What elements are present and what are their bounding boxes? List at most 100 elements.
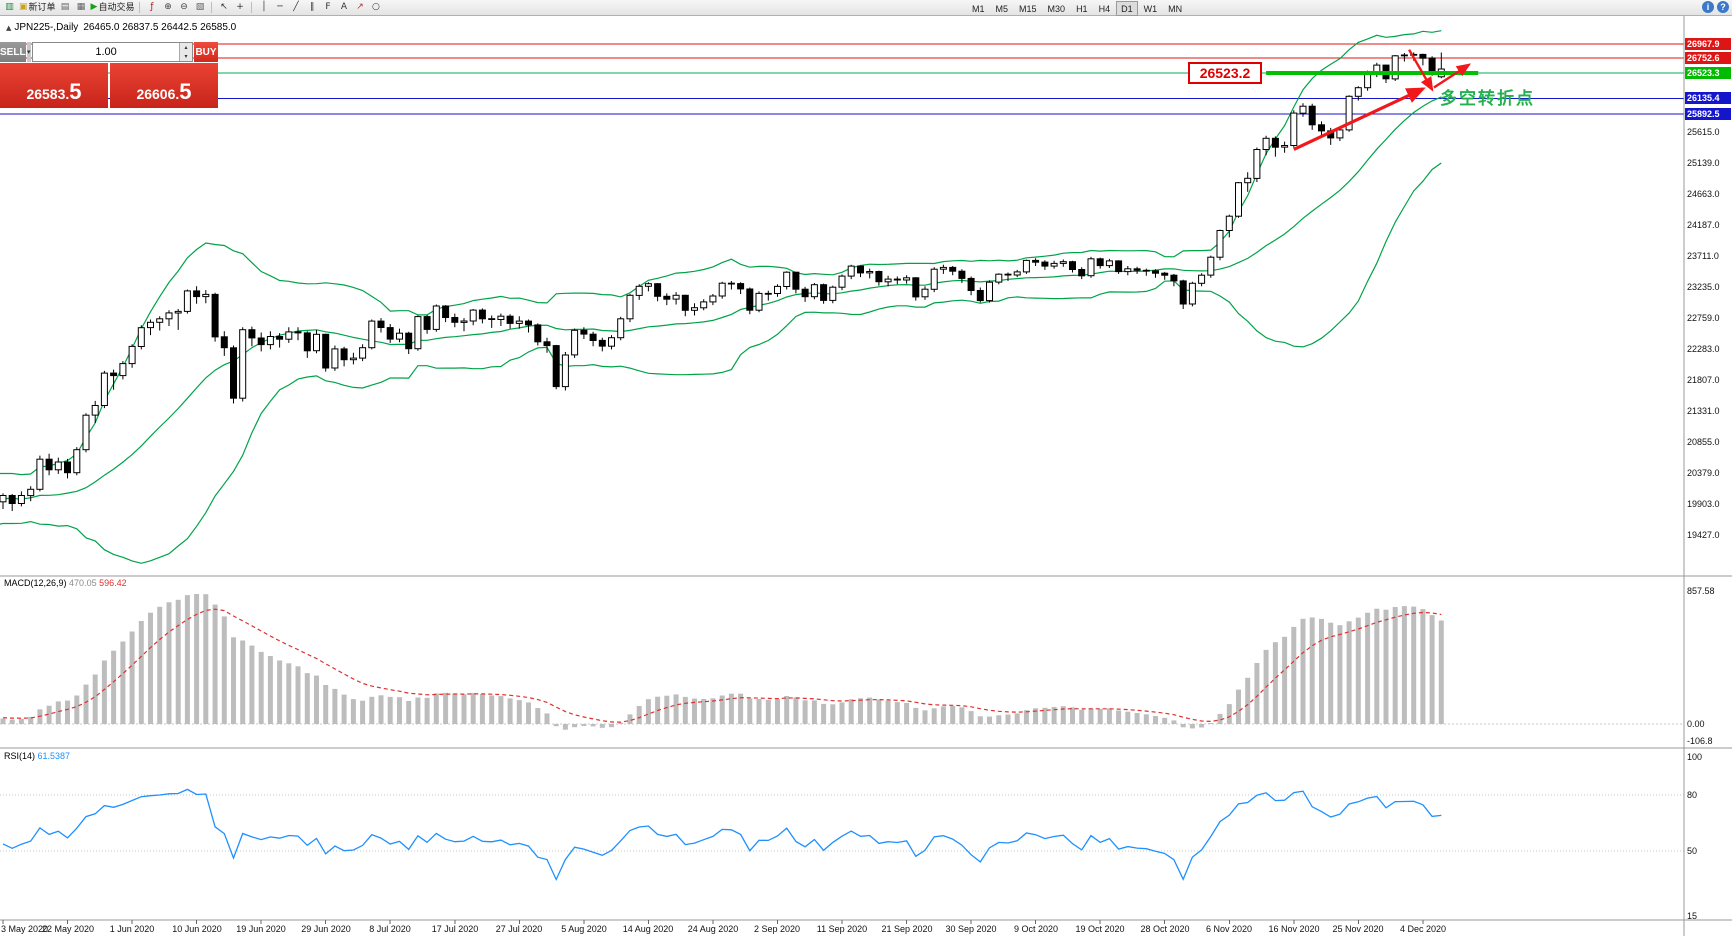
zoom-out-icon[interactable]: ⊖ [176, 1, 191, 14]
auto-trading-button-label: 自动交易 [98, 2, 135, 12]
price-scale-tag: 26752.6 [1685, 52, 1731, 64]
timeframe-m15-button[interactable]: M15 [1019, 3, 1037, 14]
panel-separators[interactable] [0, 16, 1732, 936]
date-axis-label: 9 Oct 2020 [1013, 924, 1059, 934]
fibonacci-icon: F [325, 2, 331, 12]
channel-icon[interactable]: ∥ [304, 1, 319, 14]
volume-up-button[interactable]: ▴ [180, 43, 193, 52]
buy-mode-button[interactable]: BUY [194, 42, 218, 62]
buy-price-button[interactable]: 26606. 5 [110, 63, 218, 108]
date-axis-label: 1 Jun 2020 [109, 924, 155, 934]
fibonacci-icon[interactable]: F [320, 1, 335, 14]
rsi-scale-label: 15 [1687, 911, 1698, 921]
chart-marker-icon: ▲ [6, 24, 12, 32]
date-axis-label: 3 May 2020 [1, 924, 49, 934]
new-order-button-label: 新订单 [28, 2, 56, 12]
vertical-line-icon[interactable]: │ [256, 1, 271, 14]
toolbar-left-group: ▥ ▣ 新订单 ▤ ▦ ▶ 自动交易 ƒ ⊕ ⊖ ▧ ↖ + │ ─ ╱ ∥ F A ↗ ○ [2, 1, 383, 14]
date-axis-label: 28 Oct 2020 [1140, 924, 1190, 934]
community-icon[interactable]: i [1702, 1, 1714, 13]
price-scale-label: 20379.0 [1687, 468, 1720, 478]
tile-windows-icon: ▧ [195, 2, 205, 12]
toolbar: ▥ ▣ 新订单 ▤ ▦ ▶ 自动交易 ƒ ⊕ ⊖ ▧ ↖ + │ ─ ╱ ∥ F A ↗ ○ M1 M5 M15 M30 H1 H… [0, 0, 1732, 16]
trend-arrows[interactable] [1293, 49, 1472, 151]
volume-spinner: ▴ ▾ [179, 43, 193, 61]
rsi-value: 61.5387 [37, 751, 71, 761]
date-axis-label: 10 Jun 2020 [172, 924, 222, 934]
price-scale-label: 20855.0 [1687, 437, 1720, 447]
zoom-in-icon: ⊕ [164, 2, 172, 12]
crosshair-icon[interactable]: + [232, 1, 247, 14]
channel-icon: ∥ [309, 2, 315, 12]
timeframe-m1-button[interactable]: M1 [972, 3, 985, 14]
trendline-icon: ╱ [293, 2, 299, 12]
volume-input[interactable] [33, 43, 180, 61]
tile-windows-icon[interactable]: ▧ [192, 1, 207, 14]
timeframe-d1-button[interactable]: D1 [1116, 1, 1138, 16]
chart-candlestick-icon[interactable]: ▥ [2, 1, 17, 14]
auto-trading-play-icon: ▶ [90, 2, 98, 12]
shapes-icon: ○ [372, 2, 380, 12]
timeframe-mn-button[interactable]: MN [1168, 3, 1183, 14]
date-axis-label: 6 Nov 2020 [1205, 924, 1253, 934]
sell-price-button[interactable]: 26583. 5 [0, 63, 108, 108]
timeframe-h4-button[interactable]: H4 [1098, 3, 1111, 14]
arrow-tool-icon[interactable]: ↗ [352, 1, 367, 14]
date-axis-label: 2 Sep 2020 [753, 924, 801, 934]
date-axis-label: 30 Sep 2020 [945, 924, 997, 934]
macd-main-value: 470.05 [69, 578, 97, 588]
price-scale-label: 23711.0 [1687, 251, 1719, 261]
volume-down-button[interactable]: ▾ [180, 52, 193, 61]
toolbar-separator [251, 2, 253, 13]
market-watch-icon[interactable]: ▦ [74, 1, 89, 14]
indicators-icon[interactable]: ƒ [144, 1, 159, 14]
date-axis-label: 25 Nov 2020 [1332, 924, 1384, 934]
level-price-label[interactable]: 26523.2 [1188, 62, 1262, 84]
cursor-icon[interactable]: ↖ [216, 1, 231, 14]
macd-scale-label: 857.58 [1687, 586, 1715, 596]
charts-window-icon[interactable]: ▤ [58, 1, 73, 14]
price-scale-label: 21807.0 [1687, 375, 1720, 385]
caret-down-icon[interactable]: ▾ [26, 42, 32, 62]
price-scale-label: 24663.0 [1687, 189, 1720, 199]
zoom-in-icon[interactable]: ⊕ [160, 1, 175, 14]
timeframe-w1-button[interactable]: W1 [1143, 3, 1158, 14]
turning-point-text[interactable]: 多空转折点 [1440, 89, 1535, 108]
new-order-button[interactable]: ▣ 新订单 [18, 1, 57, 14]
macd-scale-label: 0.00 [1687, 719, 1705, 729]
timeframe-h1-button[interactable]: H1 [1076, 3, 1088, 14]
date-axis-label: 21 Sep 2020 [881, 924, 933, 934]
volume-field: ▴ ▾ [32, 42, 194, 62]
help-icon[interactable]: ? [1717, 1, 1729, 13]
horizontal-line-icon[interactable]: ─ [272, 1, 287, 14]
auto-trading-button[interactable]: ▶ 自动交易 [90, 1, 136, 14]
macd-panel [0, 594, 1684, 730]
market-watch-icon: ▦ [76, 2, 86, 12]
bollinger-upper-band [0, 30, 1442, 476]
trendline-icon[interactable]: ╱ [288, 1, 303, 14]
rsi-indicator-label: RSI(14) 61.5387 [4, 751, 70, 761]
rsi-panel [0, 788, 1684, 882]
date-axis-label: 17 Jul 2020 [431, 924, 479, 934]
shapes-icon[interactable]: ○ [368, 1, 383, 14]
date-axis-label: 19 Oct 2020 [1075, 924, 1125, 934]
vertical-line-icon: │ [261, 2, 267, 12]
candles [0, 52, 1445, 511]
timeframe-m30-button[interactable]: M30 [1047, 3, 1066, 14]
price-scale-label: 22283.0 [1687, 344, 1720, 354]
crosshair-icon: + [236, 2, 244, 12]
price-scale-label: 19903.0 [1687, 499, 1720, 509]
timeframe-m5-button[interactable]: M5 [995, 3, 1009, 14]
sell-mode-button[interactable]: SELL [0, 42, 26, 62]
rsi-name: RSI(14) [4, 751, 36, 761]
rsi-scale-label: 80 [1687, 790, 1698, 800]
horizontal-level-lines[interactable] [0, 43, 1684, 115]
date-axis-label: 14 Aug 2020 [622, 924, 674, 934]
buy-price-value: 26606. [136, 86, 180, 102]
date-axis-label: 22 May 2020 [41, 924, 95, 934]
price-scale-label: 25615.0 [1687, 127, 1720, 137]
date-axis-label: 29 Jun 2020 [301, 924, 351, 934]
horizontal-line-icon: ─ [277, 2, 283, 12]
text-tool-icon[interactable]: A [336, 1, 351, 14]
